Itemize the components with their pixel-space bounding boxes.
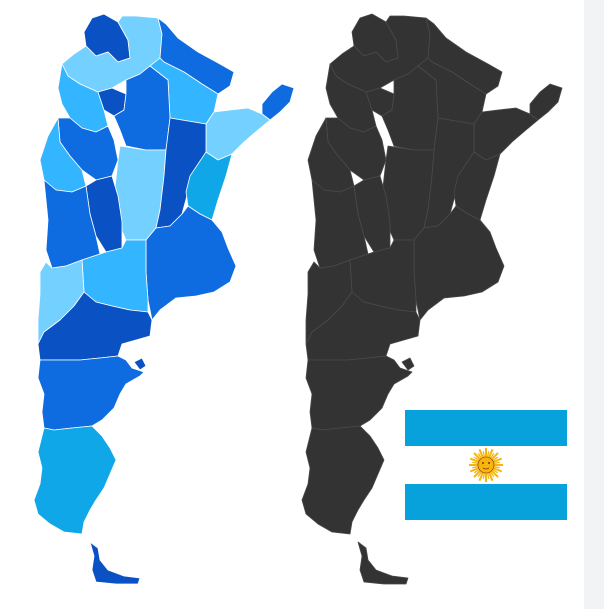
argentina-provinces-map-icon bbox=[33, 13, 295, 585]
dark-province-santa-cruz bbox=[301, 425, 385, 535]
argentina-silhouette-map-icon bbox=[301, 13, 563, 585]
province-tierra-del-fuego bbox=[89, 541, 141, 585]
sun-ray bbox=[487, 471, 494, 482]
province-entre-rios bbox=[185, 151, 233, 221]
sun-ray bbox=[478, 448, 485, 459]
sun-eye bbox=[482, 462, 484, 464]
flag-svg bbox=[405, 410, 567, 520]
island-islet bbox=[133, 357, 147, 371]
sun-ray bbox=[469, 466, 480, 473]
dark-map bbox=[268, 0, 568, 614]
sun-mouth bbox=[482, 467, 490, 470]
dark-province-tierra-del-fuego bbox=[357, 541, 409, 585]
dark-province-chubut bbox=[305, 355, 413, 431]
dark-province-entre-rios bbox=[453, 151, 501, 221]
sun-of-may-icon bbox=[469, 448, 503, 482]
sun-ray bbox=[473, 469, 482, 478]
argentina-flag-icon bbox=[405, 410, 567, 520]
sun-ray bbox=[492, 466, 503, 473]
sun-ray bbox=[478, 471, 485, 482]
flag-top-stripe bbox=[405, 410, 567, 446]
dark-province-corrientes bbox=[473, 107, 539, 161]
province-santa-cruz bbox=[33, 425, 117, 535]
dark-province-misiones bbox=[529, 83, 563, 121]
sun-ray bbox=[490, 469, 499, 478]
colored-map bbox=[0, 0, 300, 614]
sun-ray bbox=[487, 448, 494, 459]
side-strip bbox=[584, 0, 604, 609]
sun-ray bbox=[490, 452, 499, 461]
sun-ray bbox=[492, 457, 503, 464]
flag-bottom-stripe bbox=[405, 484, 567, 520]
sun-ray bbox=[469, 457, 480, 464]
sun-eye bbox=[488, 462, 490, 464]
province-corrientes bbox=[205, 107, 271, 161]
sun-disc bbox=[477, 456, 495, 474]
province-chubut bbox=[37, 355, 145, 431]
dark-island-islet bbox=[401, 357, 415, 371]
sun-ray bbox=[473, 452, 482, 461]
